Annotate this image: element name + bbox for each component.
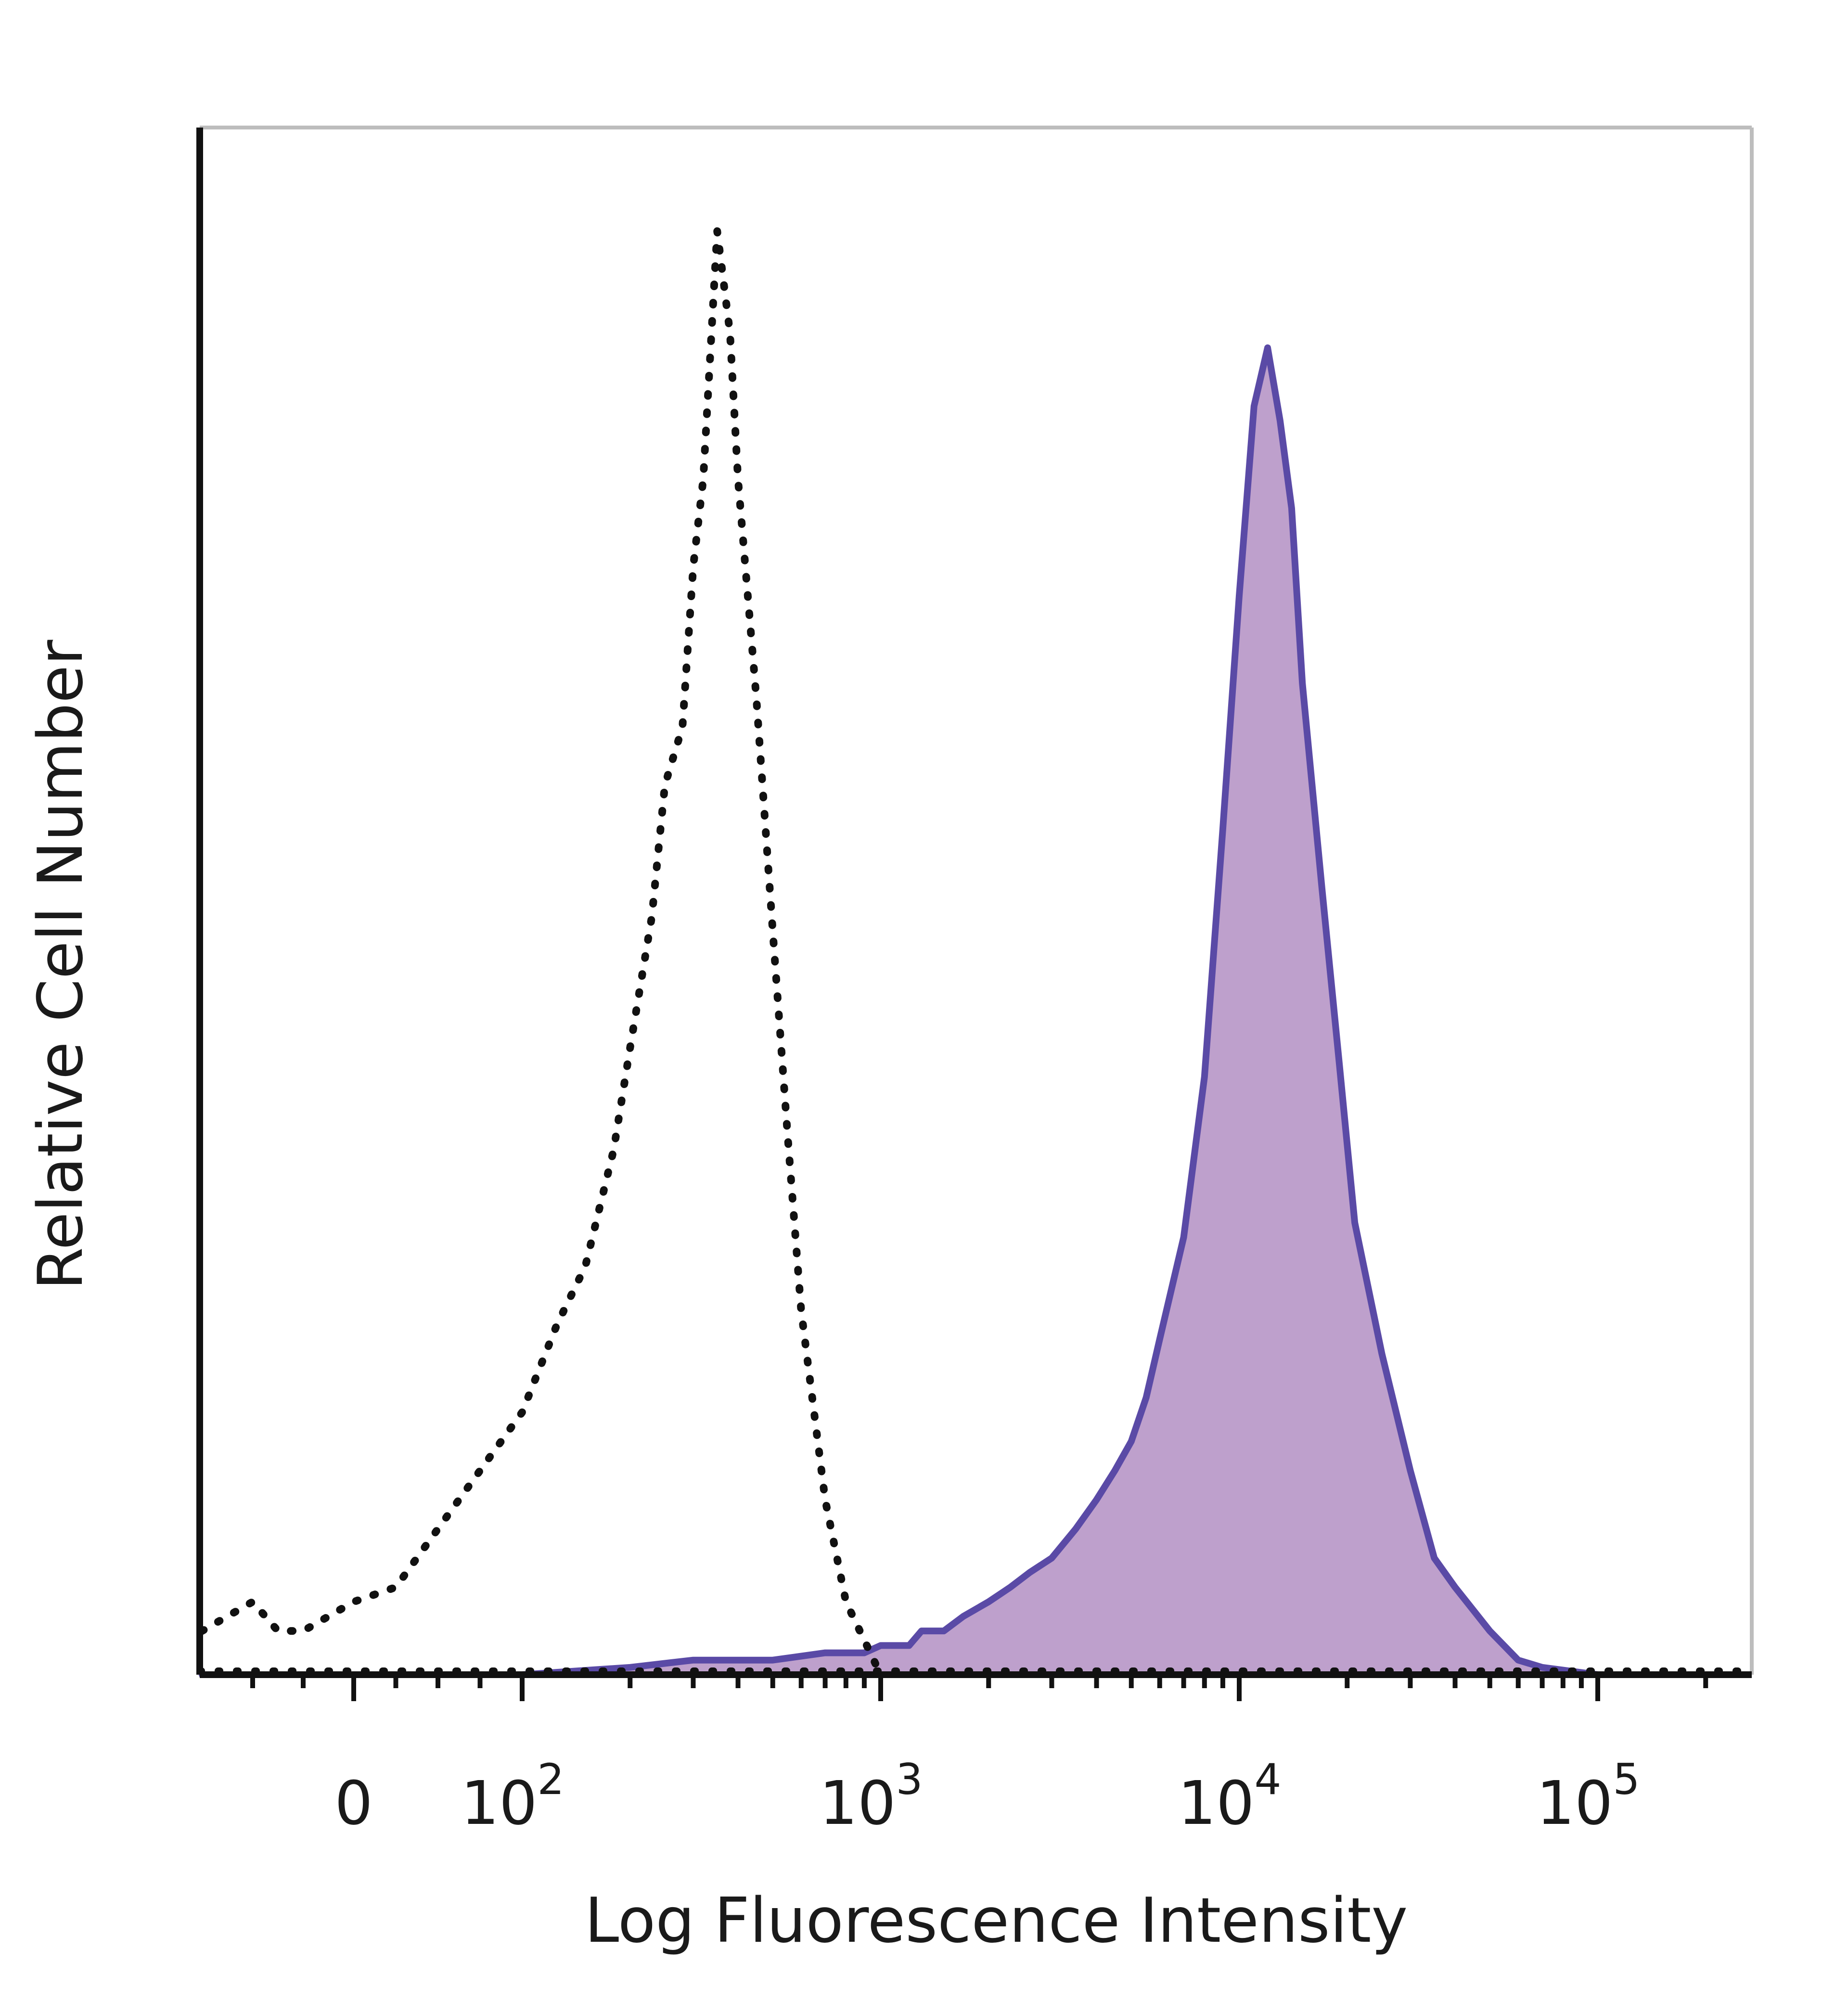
- axes: [196, 126, 1754, 1678]
- x-tick-label: 103: [819, 1755, 923, 1838]
- x-tick-label: 102: [461, 1755, 564, 1838]
- stained-histogram-line: [199, 344, 1744, 1678]
- control-histogram-line: [198, 227, 885, 1679]
- x-axis-title: Log Fluorescence Intensity: [585, 1885, 1408, 1957]
- y-axis-title: Relative Cell Number: [25, 640, 97, 1290]
- stained-histogram-fill: [202, 347, 1741, 1675]
- x-tick-label: 105: [1536, 1755, 1640, 1838]
- x-tick-label: 0: [334, 1769, 373, 1838]
- x-axis-tick-labels: 0 102 103 104 105: [334, 1755, 1640, 1838]
- x-tick-label: 104: [1178, 1755, 1281, 1838]
- x-axis-ticks: [250, 1675, 1708, 1701]
- control-histogram: [196, 227, 1750, 1679]
- stained-histogram: [199, 344, 1744, 1678]
